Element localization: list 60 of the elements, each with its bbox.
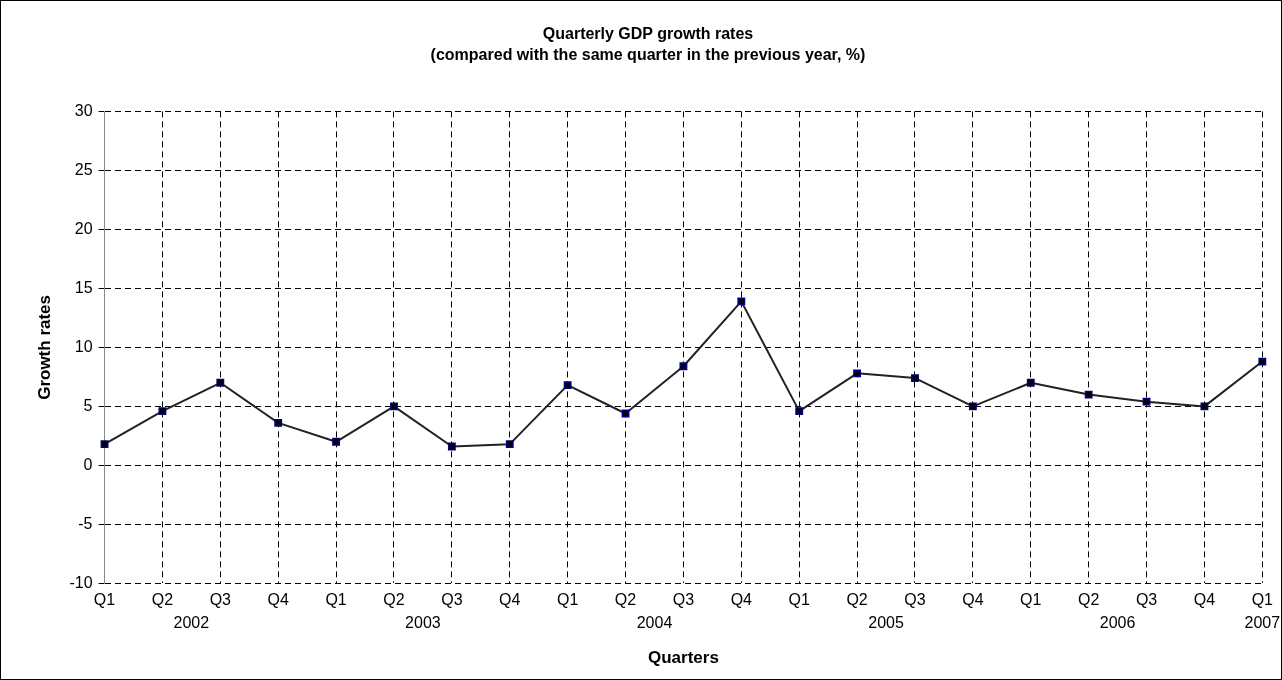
y-tick-label: 10 bbox=[74, 337, 93, 355]
chart-title: Quarterly GDP growth rates bbox=[542, 25, 754, 43]
point bbox=[968, 402, 977, 411]
x-tick-label: Q1 bbox=[1251, 591, 1274, 609]
x-tick-label: Q4 bbox=[267, 591, 289, 609]
point bbox=[447, 442, 456, 451]
y-tick-label: 5 bbox=[83, 396, 93, 414]
x-axis-title: Quarters bbox=[647, 648, 719, 668]
chart-subtitle: (compared with the same quarter in the previous year, %) bbox=[430, 46, 866, 64]
point bbox=[216, 378, 225, 387]
point bbox=[911, 374, 919, 383]
text: 2003 bbox=[405, 613, 441, 631]
x-tick-label: Q2 bbox=[846, 591, 868, 609]
point bbox=[795, 407, 804, 416]
text: 2006 bbox=[1099, 613, 1136, 631]
x-tick-label: Q1 bbox=[93, 591, 116, 609]
y-tick-label: -10 bbox=[69, 573, 93, 591]
point bbox=[563, 381, 572, 390]
x-tick-label: Q3 bbox=[209, 591, 232, 609]
y-axis-title: Growth rates bbox=[34, 294, 54, 400]
text: 2004 bbox=[636, 613, 673, 631]
text: 2002 bbox=[173, 613, 210, 631]
x-tick-label: Q2 bbox=[383, 591, 405, 609]
x-tick-label: Q1 bbox=[788, 591, 810, 609]
text: 2007 bbox=[1244, 613, 1281, 631]
x-tick-label: Q3 bbox=[904, 591, 926, 609]
point bbox=[332, 437, 341, 446]
y-tick-label: 25 bbox=[74, 160, 93, 178]
x-tick-label: Q3 bbox=[672, 591, 695, 609]
point bbox=[853, 369, 862, 378]
x-tick-label: Q1 bbox=[556, 591, 579, 609]
y-tick-label: 20 bbox=[74, 219, 93, 237]
point bbox=[390, 402, 398, 411]
x-tick-label: Q2 bbox=[1077, 591, 1100, 609]
y-tick-label: 15 bbox=[74, 278, 93, 296]
x-tick-label: Q1 bbox=[1020, 591, 1042, 609]
y-tick-label: 30 bbox=[74, 101, 93, 119]
x-tick-label: Q3 bbox=[1135, 591, 1158, 609]
point bbox=[737, 297, 746, 306]
y-tick-label: 0 bbox=[83, 455, 93, 473]
x-tick-label: Q4 bbox=[962, 591, 984, 609]
x-tick-label: Q2 bbox=[614, 591, 637, 609]
point bbox=[158, 407, 167, 416]
x-tick-label: Q4 bbox=[730, 591, 753, 609]
text: 2005 bbox=[868, 613, 904, 631]
point bbox=[505, 440, 514, 449]
point bbox=[1200, 402, 1209, 411]
x-tick-label: Q3 bbox=[441, 591, 463, 609]
x-tick-label: Q2 bbox=[151, 591, 174, 609]
point bbox=[1258, 357, 1267, 366]
point bbox=[100, 440, 109, 449]
y-tick-label: -5 bbox=[78, 514, 93, 532]
point bbox=[1142, 397, 1151, 406]
point bbox=[1026, 378, 1035, 387]
x-tick-label: Q4 bbox=[499, 591, 521, 609]
point bbox=[274, 418, 283, 427]
x-tick-label: Q1 bbox=[325, 591, 347, 609]
point bbox=[1084, 390, 1093, 399]
x-tick-label: Q4 bbox=[1193, 591, 1216, 609]
point bbox=[679, 362, 688, 371]
